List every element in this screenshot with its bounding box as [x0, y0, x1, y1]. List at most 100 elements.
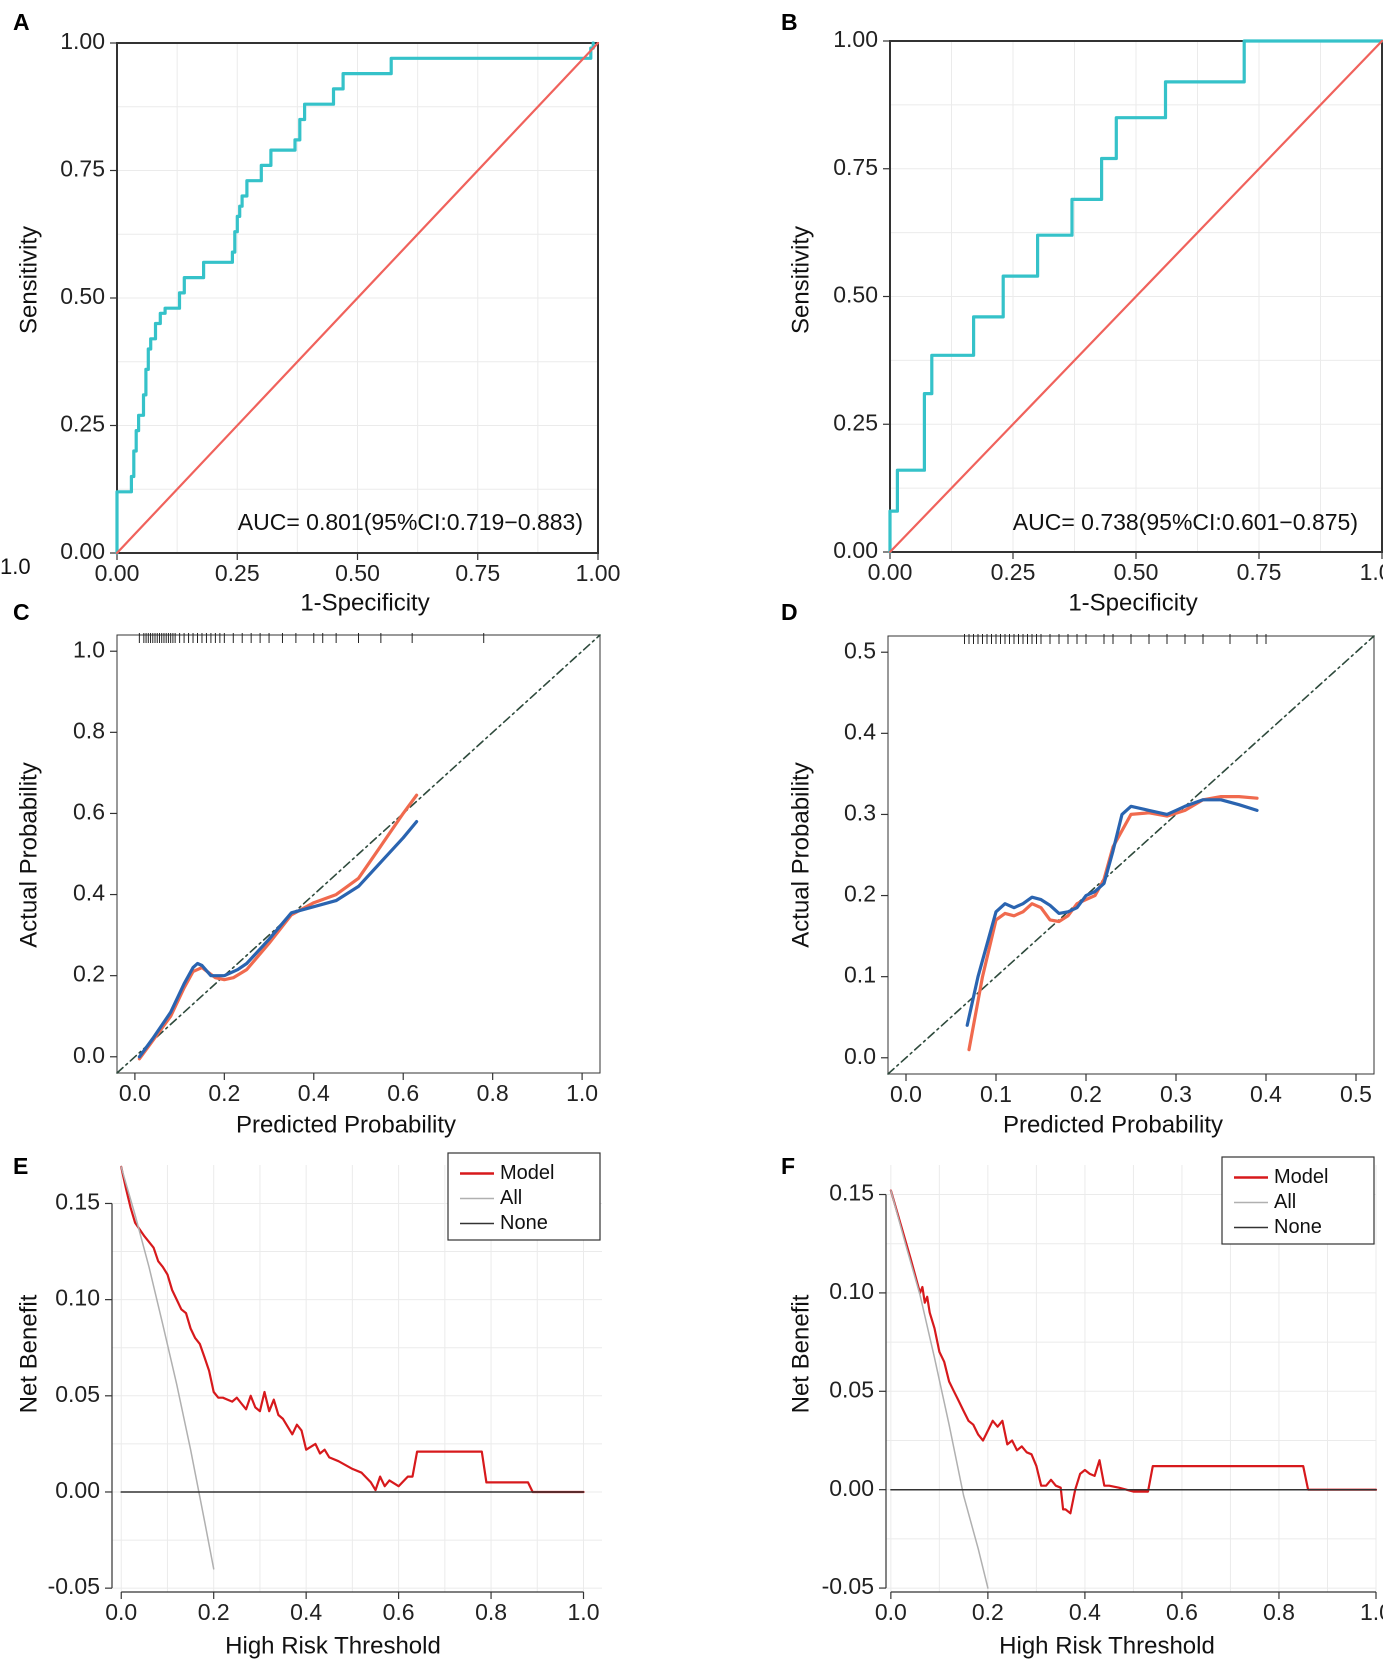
x-tick-label-c-4: 0.8: [477, 1080, 509, 1106]
legend-box-e: [447, 1152, 601, 1241]
x-axis-title-b: 1-Specificity: [1068, 589, 1197, 616]
x-tick-label-f-5: 1.0: [1360, 1599, 1383, 1625]
y-tick-label-a-0: 0.00: [60, 538, 105, 564]
series-apparent-d: [967, 794, 1259, 1052]
x-tick-label-c-1: 0.2: [208, 1080, 240, 1106]
y-tick-label-b-4: 1.00: [833, 26, 878, 52]
y-tick-label-d-2: 0.2: [844, 881, 876, 907]
series-apparent-c: [137, 793, 419, 1061]
y-tick-label-b-1: 0.25: [833, 409, 878, 435]
y-tick-label-c-1: 0.2: [73, 961, 105, 987]
y-axis-title-f: Net Benefit: [787, 1294, 814, 1413]
y-tick-label-d-4: 0.4: [844, 718, 876, 744]
x-axis-title-a: 1-Specificity: [300, 589, 429, 616]
x-tick-label-e-1: 0.2: [198, 1599, 230, 1625]
y-tick-label-f-0: -0.05: [822, 1573, 874, 1599]
panel-letter-b: B: [781, 9, 798, 35]
x-axis-title-e: High Risk Threshold: [225, 1632, 441, 1659]
legend-label-model-f: Model: [1274, 1166, 1328, 1188]
y-axis-title-a: Sensitivity: [15, 226, 42, 334]
x-tick-label-d-3: 0.3: [1160, 1081, 1192, 1107]
x-tick-label-c-5: 1.0: [566, 1080, 598, 1106]
panel-letter-a: A: [13, 9, 30, 35]
y-tick-label-c-4: 0.8: [73, 717, 105, 743]
x-tick-label-d-5: 0.5: [1340, 1081, 1372, 1107]
stray-label: 1.0: [0, 554, 31, 579]
series-model-f: [889, 1189, 1378, 1515]
y-tick-label-e-3: 0.10: [55, 1285, 100, 1311]
x-tick-label-b-1: 0.25: [991, 559, 1036, 585]
legend-label-all-f: All: [1274, 1191, 1296, 1213]
auc-annotation-a: AUC= 0.801(95%CI:0.719−0.883): [238, 509, 583, 535]
y-tick-label-b-0: 0.00: [833, 537, 878, 563]
auc-annotation-b: AUC= 0.738(95%CI:0.601−0.875): [1013, 509, 1358, 535]
y-axis-title-c: Actual Probability: [15, 762, 42, 947]
series-ideal-d: [887, 635, 1375, 1075]
y-tick-label-e-1: 0.00: [55, 1477, 100, 1503]
x-tick-label-d-2: 0.2: [1070, 1081, 1102, 1107]
y-tick-label-c-3: 0.6: [73, 799, 105, 825]
y-tick-label-a-3: 0.75: [60, 156, 105, 182]
x-tick-label-f-4: 0.8: [1263, 1599, 1295, 1625]
panel-letter-d: D: [781, 599, 798, 625]
y-tick-label-d-1: 0.1: [844, 962, 876, 988]
y-tick-label-a-2: 0.50: [60, 283, 105, 309]
x-tick-label-b-4: 1.00: [1360, 559, 1383, 585]
x-tick-label-d-0: 0.0: [890, 1081, 922, 1107]
y-tick-label-d-3: 0.3: [844, 800, 876, 826]
x-tick-label-a-4: 1.00: [576, 560, 621, 586]
series-bias-corrected-c: [137, 819, 419, 1059]
y-axis-title-e: Net Benefit: [15, 1294, 42, 1413]
series-all-e: [120, 1166, 215, 1570]
y-axis-title-b: Sensitivity: [787, 226, 814, 334]
x-tick-label-e-3: 0.6: [383, 1599, 415, 1625]
legend-box-f: [1221, 1156, 1375, 1245]
series-bias-corrected-d: [965, 798, 1259, 1027]
series-roc-b: [888, 39, 1383, 554]
x-axis-title-c: Predicted Probability: [236, 1111, 456, 1138]
y-tick-label-b-2: 0.50: [833, 282, 878, 308]
y-tick-label-f-1: 0.00: [829, 1475, 874, 1501]
x-tick-label-c-3: 0.6: [387, 1080, 419, 1106]
x-tick-label-f-1: 0.2: [972, 1599, 1004, 1625]
x-axis-title-f: High Risk Threshold: [999, 1632, 1215, 1659]
rug-d: [964, 634, 1267, 644]
y-tick-label-e-2: 0.05: [55, 1381, 100, 1407]
y-tick-label-c-0: 0.0: [73, 1042, 105, 1068]
x-tick-label-e-5: 1.0: [568, 1599, 600, 1625]
x-tick-label-b-3: 0.75: [1237, 559, 1282, 585]
x-tick-label-c-0: 0.0: [119, 1080, 151, 1106]
legend-label-none-f: None: [1274, 1216, 1322, 1238]
series-model-e: [120, 1165, 585, 1494]
x-tick-label-f-0: 0.0: [875, 1599, 907, 1625]
x-tick-label-e-2: 0.4: [290, 1599, 322, 1625]
x-tick-label-d-1: 0.1: [980, 1081, 1012, 1107]
y-tick-label-f-3: 0.10: [829, 1278, 874, 1304]
y-tick-label-f-4: 0.15: [829, 1180, 874, 1206]
series-ideal-c: [116, 634, 601, 1074]
y-tick-label-d-5: 0.5: [844, 637, 876, 663]
panel-letter-e: E: [13, 1153, 28, 1179]
y-tick-label-d-0: 0.0: [844, 1043, 876, 1069]
x-tick-label-a-1: 0.25: [215, 560, 260, 586]
x-tick-label-e-0: 0.0: [105, 1599, 137, 1625]
x-tick-label-f-3: 0.6: [1166, 1599, 1198, 1625]
panel-letter-c: C: [13, 599, 30, 625]
legend-label-all-e: All: [500, 1187, 522, 1209]
legend-label-none-e: None: [500, 1212, 548, 1234]
x-axis-title-d: Predicted Probability: [1003, 1111, 1223, 1138]
series-all-f: [890, 1189, 989, 1589]
x-tick-label-b-0: 0.00: [868, 559, 913, 585]
y-tick-label-c-5: 1.0: [73, 636, 105, 662]
panel-letter-f: F: [781, 1153, 795, 1179]
y-tick-label-a-4: 1.00: [60, 28, 105, 54]
rug-c: [138, 633, 485, 643]
x-tick-label-f-2: 0.4: [1069, 1599, 1101, 1625]
y-tick-label-a-1: 0.25: [60, 411, 105, 437]
x-tick-label-a-0: 0.00: [95, 560, 140, 586]
y-tick-label-e-0: -0.05: [48, 1573, 100, 1599]
y-tick-label-e-4: 0.15: [55, 1189, 100, 1215]
y-tick-label-b-3: 0.75: [833, 154, 878, 180]
legend-label-model-e: Model: [500, 1162, 554, 1184]
